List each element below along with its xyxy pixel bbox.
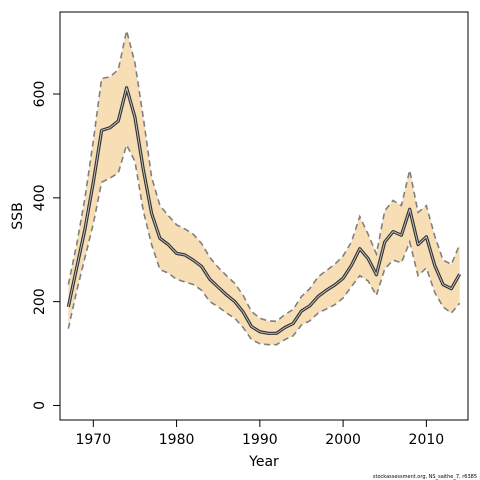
y-tick-label: 600 (32, 81, 48, 108)
x-axis: 1970 1980 1990 2000 2010 (75, 420, 444, 448)
confidence-band-layer (68, 30, 460, 345)
bound-lines-layer (67, 30, 461, 346)
lower-bound-line (67, 142, 461, 346)
x-axis-title: Year (248, 454, 279, 470)
x-tick-label: 2000 (325, 432, 361, 448)
credit-text: stockassessment.org, NS_saithe_7, r6385 (373, 474, 477, 480)
y-tick-label: 400 (32, 184, 48, 211)
x-tick-label: 1980 (159, 432, 195, 448)
plot-frame (59, 11, 469, 421)
x-tick-label: 1990 (242, 432, 278, 448)
y-tick-label: 0 (32, 401, 48, 410)
x-tick-label: 2010 (409, 432, 445, 448)
estimate-line-highlight (67, 87, 461, 334)
y-axis-title: SSB (10, 202, 26, 229)
confidence-band (68, 30, 460, 345)
x-tick-label: 1970 (75, 432, 111, 448)
upper-bound-line (67, 30, 461, 323)
y-tick-label: 200 (32, 288, 48, 315)
estimate-line-layer (66, 86, 462, 335)
y-axis: 0 200 400 600 (32, 81, 60, 410)
